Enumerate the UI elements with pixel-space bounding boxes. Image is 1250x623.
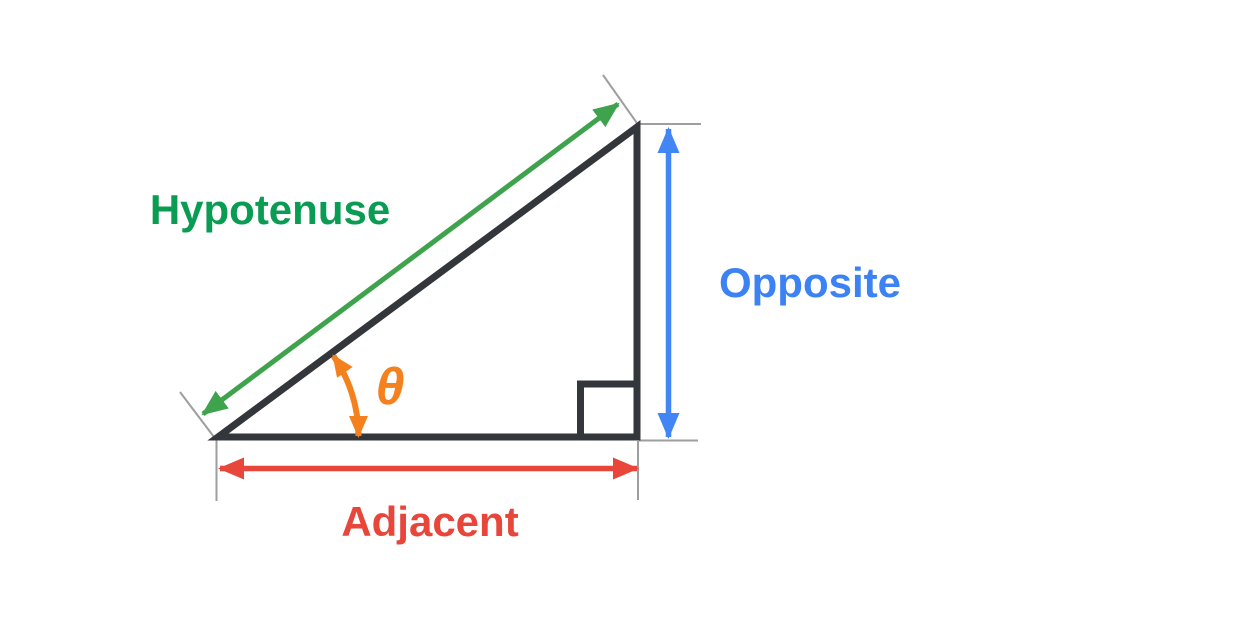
opposite-label: Opposite (719, 259, 901, 306)
adjacent-label: Adjacent (341, 498, 518, 545)
right-angle-marker (577, 380, 637, 437)
angle-arc-arrow (331, 354, 368, 438)
hypotenuse-label: Hypotenuse (150, 186, 390, 233)
hypotenuse-extension-tick-top (602, 74, 640, 127)
theta-label: θ (376, 358, 405, 416)
triangle-outline (207, 120, 641, 441)
hypotenuse-dimension-arrow (201, 101, 620, 417)
hypotenuse-extension-tick-bottom (179, 391, 218, 442)
